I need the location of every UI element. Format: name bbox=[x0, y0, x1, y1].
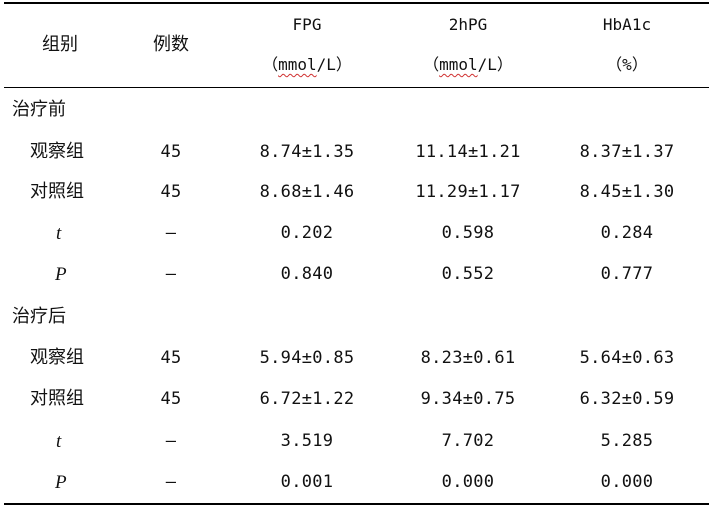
header-2hpg-unit: （mmol/L） bbox=[423, 55, 513, 74]
row-2hpg: 11.29±1.17 bbox=[415, 182, 521, 202]
row-statistic-p: P bbox=[55, 472, 67, 493]
row-2hpg: 7.702 bbox=[441, 431, 495, 451]
row-2hpg: 0.000 bbox=[441, 472, 495, 492]
header-2hpg: 2hPG bbox=[448, 15, 488, 34]
row-statistic-t: t bbox=[56, 223, 62, 244]
table-header-rule bbox=[4, 87, 709, 88]
row-fpg: 3.519 bbox=[280, 431, 334, 451]
row-cases: 45 bbox=[160, 182, 182, 202]
row-hba1c: 0.284 bbox=[600, 223, 654, 243]
row-2hpg: 8.23±0.61 bbox=[420, 348, 516, 368]
row-cases: – bbox=[165, 472, 177, 492]
row-statistic-t: t bbox=[56, 431, 62, 452]
section-label-before: 治疗前 bbox=[12, 99, 66, 120]
header-cases: 例数 bbox=[153, 34, 189, 55]
header-group: 组别 bbox=[42, 34, 78, 55]
table-top-rule bbox=[4, 2, 709, 4]
row-cases: – bbox=[165, 223, 177, 243]
row-hba1c: 8.37±1.37 bbox=[579, 142, 675, 162]
row-fpg: 0.001 bbox=[280, 472, 334, 492]
section-label-after: 治疗后 bbox=[12, 306, 66, 327]
row-fpg: 0.202 bbox=[280, 223, 334, 243]
row-group: 观察组 bbox=[30, 347, 84, 368]
row-group: 对照组 bbox=[30, 181, 84, 202]
row-hba1c: 5.285 bbox=[600, 431, 654, 451]
row-cases: 45 bbox=[160, 389, 182, 409]
row-group: 对照组 bbox=[30, 388, 84, 409]
row-group: 观察组 bbox=[30, 141, 84, 162]
row-2hpg: 11.14±1.21 bbox=[415, 142, 521, 162]
row-hba1c: 5.64±0.63 bbox=[579, 348, 675, 368]
row-fpg: 5.94±0.85 bbox=[259, 348, 355, 368]
header-fpg: FPG bbox=[292, 15, 322, 34]
row-cases: 45 bbox=[160, 142, 182, 162]
row-statistic-p: P bbox=[55, 264, 67, 285]
row-2hpg: 9.34±0.75 bbox=[420, 389, 516, 409]
row-cases: – bbox=[165, 431, 177, 451]
row-fpg: 8.74±1.35 bbox=[259, 142, 355, 162]
row-cases: 45 bbox=[160, 348, 182, 368]
row-2hpg: 0.598 bbox=[441, 223, 495, 243]
row-cases: – bbox=[165, 264, 177, 284]
row-fpg: 8.68±1.46 bbox=[259, 182, 355, 202]
header-hba1c-unit: （%） bbox=[606, 55, 648, 74]
header-fpg-unit: （mmol/L） bbox=[262, 55, 352, 74]
row-fpg: 0.840 bbox=[280, 264, 334, 284]
row-hba1c: 0.777 bbox=[600, 264, 654, 284]
table-bottom-rule bbox=[4, 503, 709, 505]
header-hba1c: HbA1c bbox=[602, 15, 652, 34]
row-fpg: 6.72±1.22 bbox=[259, 389, 355, 409]
row-hba1c: 0.000 bbox=[600, 472, 654, 492]
row-2hpg: 0.552 bbox=[441, 264, 495, 284]
row-hba1c: 6.32±0.59 bbox=[579, 389, 675, 409]
row-hba1c: 8.45±1.30 bbox=[579, 182, 675, 202]
